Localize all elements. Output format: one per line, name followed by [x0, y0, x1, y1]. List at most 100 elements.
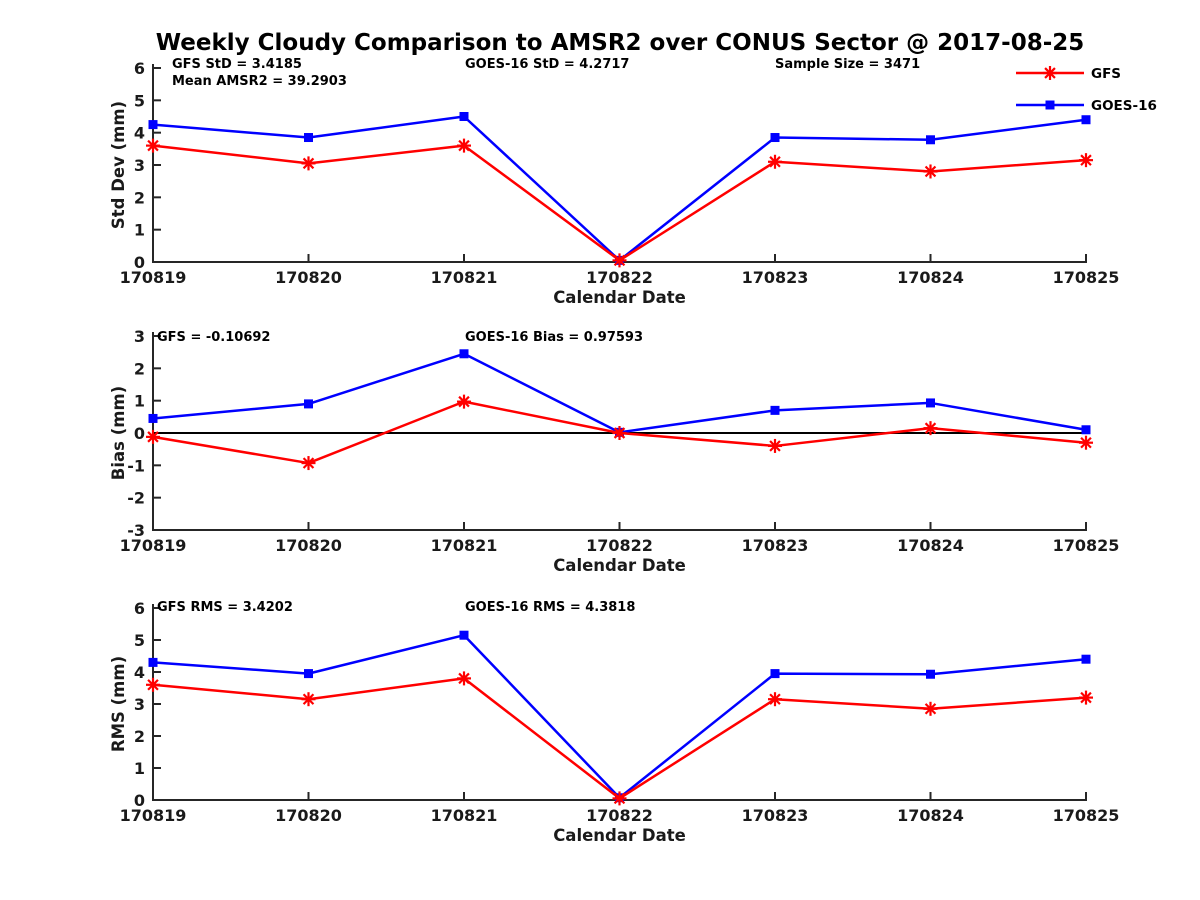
panel-std-dev: 170819 170820 170821 170822 170823 170824 1708…	[109, 57, 1119, 307]
asterisk-marker	[1079, 435, 1093, 450]
series-gfs	[146, 671, 1093, 806]
y-axis-label: Std Dev (mm)	[109, 101, 128, 229]
square-marker	[770, 133, 780, 143]
x-tick-label: 170825	[1053, 806, 1120, 825]
series-goes-16	[148, 349, 1091, 437]
x-tick-label: 170824	[897, 268, 964, 287]
x-tick-label: 170821	[431, 806, 498, 825]
series-line	[152, 115, 1087, 262]
asterisk-marker	[301, 156, 316, 171]
x-tick-label: 170825	[1053, 268, 1120, 287]
annotation-right: Sample Size = 3471	[775, 57, 920, 72]
square-marker	[1081, 425, 1091, 435]
asterisk-marker	[457, 138, 471, 153]
y-tick-label: 2	[134, 188, 145, 207]
square-marker	[459, 112, 469, 121]
annotation-center: GOES-16 Bias = 0.97593	[465, 330, 643, 345]
asterisk-marker	[1079, 153, 1093, 168]
asterisk-marker	[1043, 66, 1057, 80]
square-marker	[304, 669, 313, 679]
asterisk-marker	[146, 677, 160, 692]
asterisk-marker	[612, 426, 627, 440]
square-marker	[1045, 100, 1055, 110]
square-marker	[148, 657, 158, 667]
x-tick-label: 170822	[586, 536, 653, 555]
series-line	[152, 633, 1087, 800]
x-tick-label: 170820	[275, 536, 342, 555]
x-tick-label: 170825	[1053, 536, 1120, 555]
y-tick-label: 1	[134, 759, 145, 778]
series-goes-16	[148, 630, 1091, 803]
x-tick-label: 170819	[120, 806, 187, 825]
x-axis-label: Calendar Date	[553, 556, 686, 575]
asterisk-marker	[923, 164, 938, 179]
square-marker	[926, 398, 935, 408]
asterisk-marker	[612, 791, 627, 806]
legend-label: GFS	[1091, 66, 1121, 82]
square-marker	[459, 349, 469, 359]
asterisk-marker	[146, 429, 160, 444]
x-tick-label: 170822	[586, 268, 653, 287]
panel-bias: 170819 170820 170821 170822 170823 170824 1708…	[109, 327, 1119, 575]
y-tick-label: 1	[134, 392, 145, 411]
y-tick-label: 1	[134, 221, 145, 240]
annotation-center: GOES-16 RMS = 4.3818	[465, 600, 635, 615]
x-tick-label: 170819	[120, 536, 187, 555]
square-marker	[1081, 654, 1091, 664]
series-gfs	[146, 138, 1093, 268]
x-tick-label: 170824	[897, 806, 964, 825]
y-tick-label: 3	[134, 156, 145, 175]
asterisk-marker	[923, 421, 938, 436]
panel-rms: 170819 170820 170821 170822 170823 170824 1708…	[109, 599, 1119, 845]
x-tick-label: 170821	[431, 536, 498, 555]
square-marker	[304, 399, 313, 409]
x-tick-label: 170820	[275, 268, 342, 287]
chart-title: Weekly Cloudy Comparison to AMSR2 over C…	[155, 30, 1085, 56]
y-tick-label: 0	[134, 424, 145, 443]
square-marker	[1081, 115, 1091, 125]
annotation-left: GFS StD = 3.4185	[172, 57, 302, 72]
series-line	[152, 677, 1087, 800]
legend: GFS GOES-16	[1016, 66, 1157, 114]
asterisk-marker	[768, 438, 782, 453]
y-tick-label: 6	[134, 599, 145, 618]
x-tick-label: 170820	[275, 806, 342, 825]
asterisk-marker	[301, 456, 316, 471]
square-marker	[770, 405, 780, 415]
x-axis-label: Calendar Date	[553, 826, 686, 845]
y-tick-label: 0	[134, 791, 145, 810]
asterisk-marker	[301, 692, 316, 707]
y-tick-label: -1	[127, 456, 145, 475]
square-marker	[459, 630, 469, 640]
legend-item-gfs: GFS	[1016, 66, 1121, 82]
square-marker	[148, 413, 158, 423]
series-line	[152, 144, 1087, 262]
y-tick-label: 6	[134, 59, 145, 78]
y-tick-label: 3	[134, 695, 145, 714]
annotation-center: GOES-16 StD = 4.2717	[465, 57, 629, 72]
annotation-left: GFS RMS = 3.4202	[157, 600, 293, 615]
x-tick-label: 170823	[742, 536, 809, 555]
y-tick-label: 3	[134, 327, 145, 346]
legend-label: GOES-16	[1091, 98, 1157, 114]
x-tick-label: 170819	[120, 268, 187, 287]
asterisk-marker	[457, 671, 471, 686]
asterisk-marker	[923, 701, 938, 716]
legend-item-goes-16: GOES-16	[1016, 98, 1157, 114]
x-axis-label: Calendar Date	[553, 288, 686, 307]
y-tick-label: 0	[134, 253, 145, 272]
series-gfs	[146, 394, 1093, 471]
y-tick-label: 2	[134, 727, 145, 746]
square-marker	[926, 135, 935, 145]
square-marker	[770, 669, 780, 679]
y-axis-label: RMS (mm)	[109, 656, 128, 752]
y-tick-label: -3	[127, 521, 145, 540]
asterisk-marker	[146, 138, 160, 153]
square-marker	[304, 133, 313, 143]
x-tick-label: 170824	[897, 536, 964, 555]
series-goes-16	[148, 112, 1091, 265]
y-tick-label: 4	[134, 124, 145, 143]
x-tick-label: 170821	[431, 268, 498, 287]
